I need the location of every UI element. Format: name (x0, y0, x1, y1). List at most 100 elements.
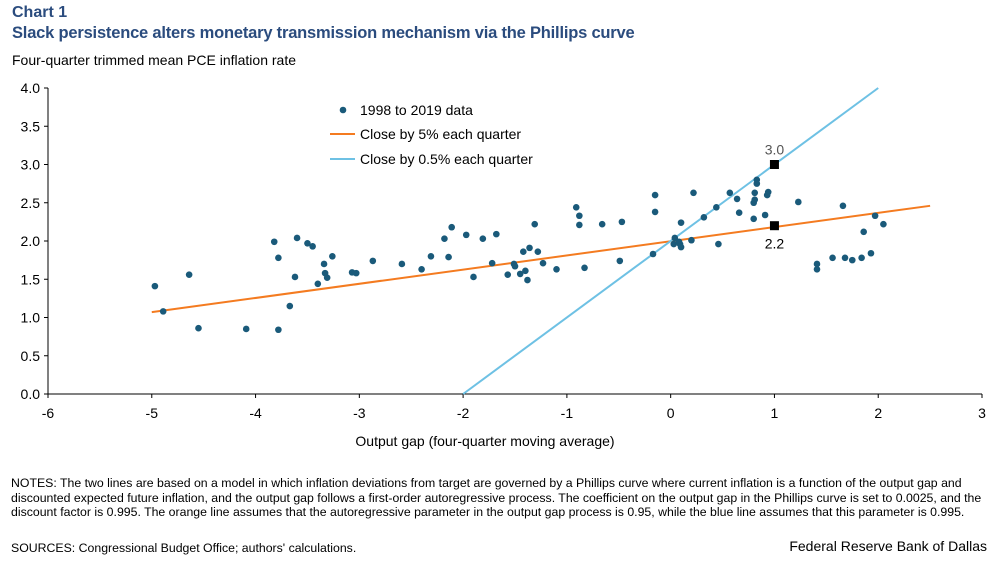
data-point (462, 231, 470, 239)
data-point (750, 215, 757, 223)
x-tick-label: 2 (874, 405, 882, 421)
data-point (677, 219, 685, 226)
data-point (329, 252, 336, 260)
data-point (761, 211, 769, 219)
data-point (690, 189, 697, 197)
data-point (839, 202, 847, 210)
data-point (520, 248, 527, 256)
data-point (320, 260, 328, 268)
data-point (858, 254, 865, 262)
data-point (677, 243, 685, 251)
blue-line (462, 87, 879, 395)
chart-title: Slack persistence alters monetary transm… (12, 24, 635, 42)
data-point (848, 256, 856, 264)
sources-text: SOURCES: Congressional Budget Office; au… (11, 541, 357, 555)
data-point (427, 252, 435, 260)
data-point (323, 274, 331, 282)
data-point (733, 195, 741, 203)
data-point (304, 239, 311, 247)
data-point (751, 196, 759, 203)
data-point (159, 308, 167, 315)
data-point (470, 273, 477, 281)
data-point (813, 260, 821, 268)
data-point (504, 271, 512, 278)
credit-text: Federal Reserve Bank of Dallas (789, 538, 987, 554)
x-tick-label: -3 (353, 405, 366, 421)
data-point (860, 228, 867, 236)
data-point (581, 264, 588, 272)
y-axis-label: Four-quarter trimmed mean PCE inflation … (12, 52, 296, 68)
data-point (813, 266, 821, 273)
data-point (309, 243, 316, 250)
data-point (735, 209, 743, 216)
data-point (352, 269, 360, 277)
data-point (418, 266, 425, 273)
data-point (576, 221, 583, 229)
data-point (867, 249, 875, 257)
data-point (275, 254, 282, 262)
notes-text: NOTES: The two lines are based on a mode… (11, 476, 982, 519)
data-point (829, 254, 836, 262)
data-point (526, 244, 533, 252)
x-tick-label: 3 (978, 405, 986, 421)
data-point (531, 220, 539, 228)
data-point (293, 234, 301, 242)
data-point (671, 234, 679, 242)
data-point (598, 220, 606, 228)
data-point (688, 236, 695, 244)
data-point (670, 240, 678, 248)
legend-label: 1998 to 2019 data (360, 102, 473, 118)
x-tick-label: -2 (457, 405, 470, 421)
annotation-marker (769, 221, 779, 231)
data-point (195, 324, 202, 332)
data-point (539, 259, 547, 267)
data-point (700, 213, 708, 221)
data-point (841, 254, 849, 262)
data-point (675, 238, 683, 246)
data-point (441, 235, 448, 243)
data-point (516, 270, 524, 278)
y-tick-label: 3.0 (21, 157, 41, 173)
data-point (651, 191, 659, 199)
data-point (871, 212, 879, 220)
y-tick-label: 3.5 (21, 118, 41, 134)
data-point (713, 204, 720, 211)
y-tick-label: 1.5 (21, 271, 41, 287)
data-point (572, 204, 580, 211)
legend-marker-scatter (339, 106, 347, 114)
legend-label: Close by 0.5% each quarter (360, 151, 533, 167)
data-point (275, 326, 282, 334)
data-point (185, 271, 193, 278)
data-point (534, 248, 542, 256)
data-point (286, 302, 294, 310)
legend-label: Close by 5% each quarter (360, 126, 521, 142)
x-tick-label: -4 (249, 405, 262, 421)
scatter-plot: 0.0 0.5 1.0 1.5 2.0 2.5 3.0 3.5 4.0 -6 -5 -4 -3 -2 -1 0… (21, 80, 987, 449)
data-point (270, 238, 278, 246)
y-tick-label: 4.0 (21, 80, 41, 96)
x-tick-label: -1 (561, 405, 574, 421)
data-point (651, 208, 659, 216)
data-point (488, 259, 496, 267)
chart-label: Chart 1 (12, 4, 68, 21)
orange-line (151, 204, 931, 314)
data-point (445, 253, 452, 261)
data-point (753, 180, 761, 187)
data-point (764, 188, 772, 196)
x-tick-label: 0 (667, 405, 675, 421)
data-point (751, 189, 759, 197)
data-point (151, 282, 159, 290)
annotation-marker (769, 160, 779, 169)
data-point (511, 262, 519, 270)
data-point (880, 220, 887, 228)
data-point (649, 250, 657, 258)
annotation-label: 3.0 (765, 142, 785, 158)
annotation-label: 2.2 (765, 236, 785, 252)
data-point (493, 230, 500, 238)
data-point (795, 198, 802, 206)
data-point (616, 257, 624, 265)
y-tick-label: 0.0 (21, 386, 41, 402)
data-point (314, 280, 322, 288)
data-point (398, 260, 406, 268)
